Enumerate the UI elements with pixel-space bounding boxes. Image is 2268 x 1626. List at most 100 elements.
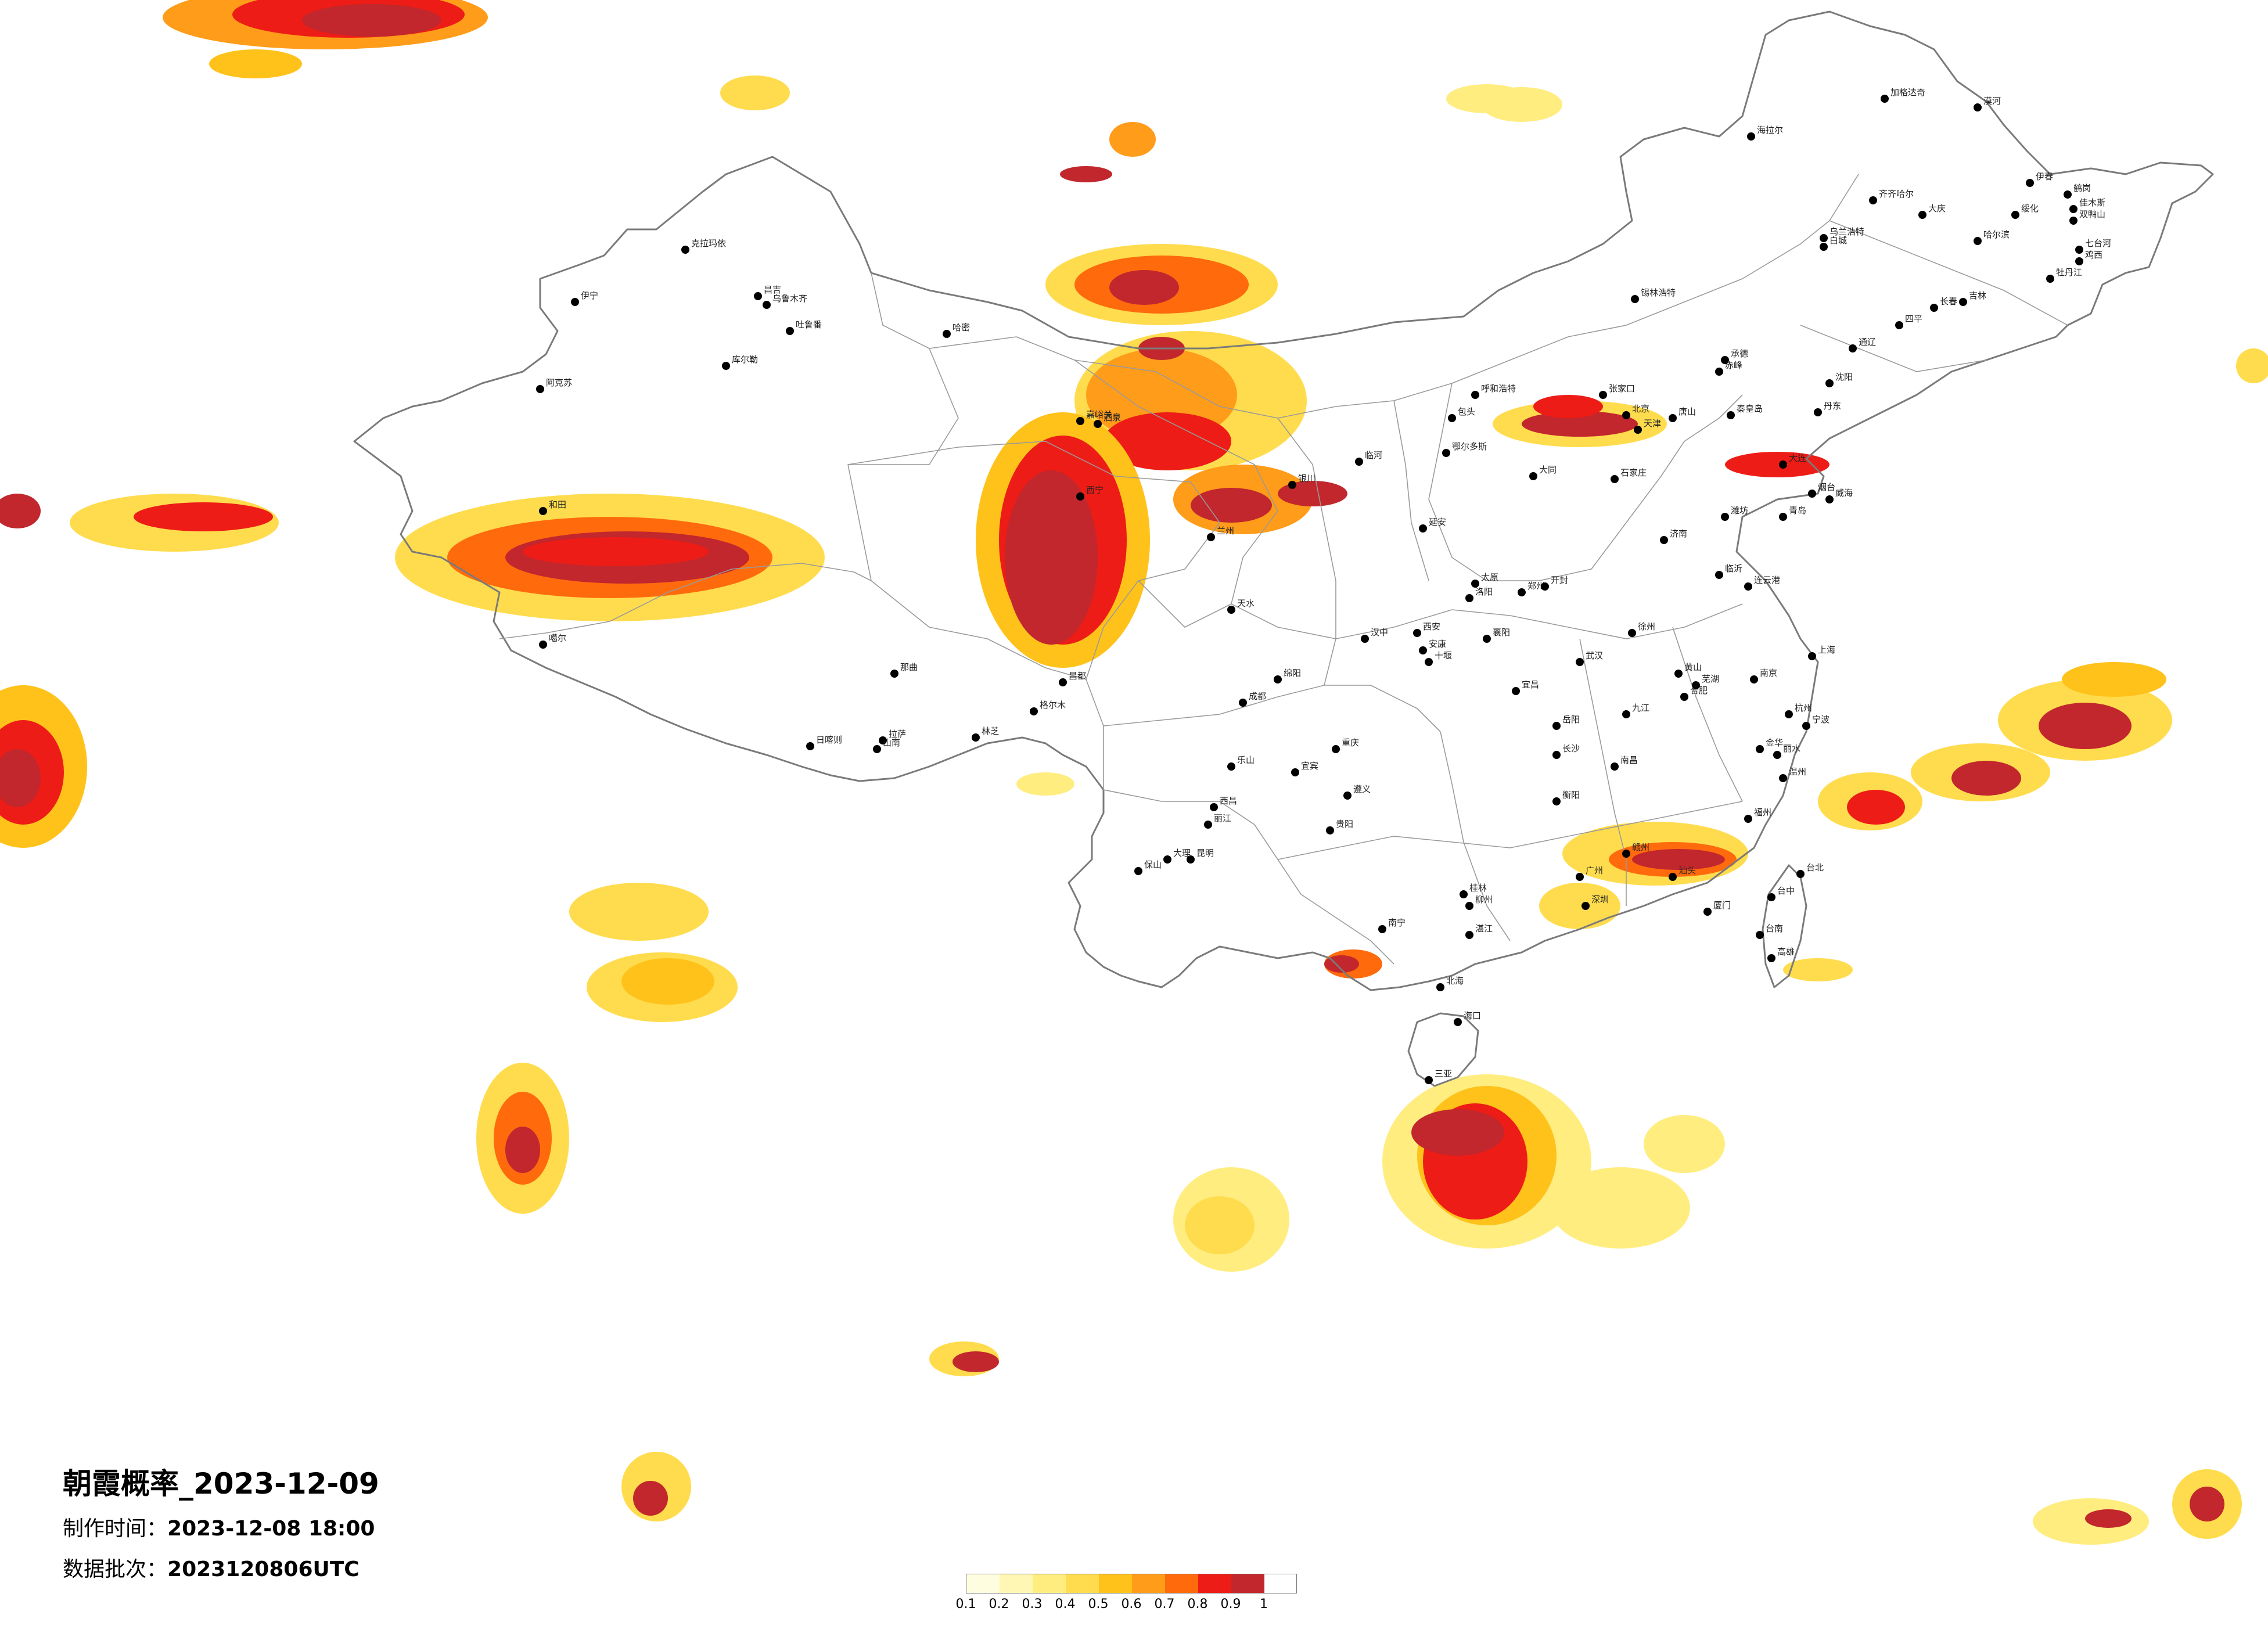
- city-marker: 西宁: [1076, 485, 1104, 501]
- city-marker: 潍坊: [1721, 505, 1748, 521]
- city-dot: [1820, 234, 1828, 242]
- city-dot: [1227, 762, 1235, 771]
- city-marker: 柳州: [1465, 894, 1493, 910]
- city-dot: [1541, 582, 1549, 591]
- city-marker: 西昌: [1210, 796, 1237, 811]
- city-marker: 桂林: [1460, 883, 1487, 898]
- city-dot: [1465, 902, 1473, 910]
- city-dot: [1361, 635, 1369, 643]
- city-dot: [1779, 513, 1787, 521]
- city-dot: [1576, 658, 1584, 666]
- city-dot: [1727, 411, 1735, 419]
- probability-patch: [1951, 761, 2021, 796]
- probability-patch: [505, 1127, 540, 1173]
- city-marker: 嘉峪关: [1076, 409, 1112, 425]
- city-marker: 丽水: [1773, 743, 1800, 759]
- probability-patch: [1104, 412, 1231, 470]
- city-dot: [1471, 391, 1479, 399]
- city-dot: [972, 733, 980, 742]
- city-dot: [1471, 580, 1479, 588]
- city-dot: [1518, 588, 1526, 596]
- city-marker: 威海: [1825, 488, 1853, 503]
- city-dot: [1820, 243, 1828, 251]
- city-label: 白城: [1830, 235, 1847, 246]
- city-label: 福州: [1754, 807, 1771, 818]
- city-label: 四平: [1905, 314, 1922, 324]
- city-dot: [1332, 745, 1340, 753]
- city-label: 成都: [1249, 691, 1266, 702]
- city-dot: [1448, 414, 1456, 422]
- legend-swatch: [1066, 1574, 1099, 1593]
- city-marker: 连云港: [1744, 575, 1780, 591]
- city-marker: 岳阳: [1552, 714, 1580, 730]
- city-label: 十堰: [1435, 650, 1452, 661]
- city-label: 金华: [1766, 738, 1783, 748]
- city-label: 温州: [1789, 767, 1806, 777]
- city-dot: [1378, 925, 1386, 933]
- city-marker: 承德: [1721, 348, 1748, 364]
- city-label: 秦皇岛: [1737, 404, 1763, 414]
- city-label: 遵义: [1353, 784, 1371, 794]
- city-label: 西宁: [1086, 485, 1104, 495]
- city-marker: 噶尔: [539, 633, 566, 649]
- city-label: 乌兰浩特: [1830, 226, 1864, 237]
- city-dot: [1207, 533, 1215, 541]
- city-marker: 长春: [1930, 296, 1957, 312]
- city-dot: [1779, 774, 1787, 782]
- city-dot: [1611, 475, 1619, 483]
- city-marker: 成都: [1239, 691, 1266, 707]
- city-dot: [722, 362, 730, 370]
- city-marker: 四平: [1895, 314, 1922, 329]
- city-dot: [1163, 855, 1171, 864]
- city-label: 徐州: [1638, 621, 1655, 632]
- probability-patch: [1005, 470, 1098, 645]
- city-label: 伊宁: [581, 290, 598, 301]
- city-marker: 海口: [1454, 1010, 1481, 1026]
- city-dot: [1355, 458, 1363, 466]
- city-dot: [1134, 867, 1142, 875]
- taiwan-border: [1762, 864, 1807, 988]
- city-label: 桂林: [1469, 883, 1487, 893]
- probability-patch: [1522, 411, 1638, 437]
- city-marker: 绥化: [2011, 203, 2039, 219]
- city-dot: [1779, 461, 1787, 469]
- heilongjiang-boundary: [1829, 220, 2068, 326]
- city-marker: 和田: [539, 499, 566, 515]
- jilin-liaoning-boundary: [1800, 325, 1987, 372]
- city-label: 连云港: [1754, 575, 1780, 585]
- city-label: 昌吉: [764, 285, 781, 295]
- city-dot: [1974, 237, 1982, 245]
- city-label: 阿克苏: [546, 377, 572, 388]
- city-label: 北海: [1446, 976, 1464, 986]
- city-label: 保山: [1144, 859, 1162, 870]
- city-dot: [1715, 368, 1723, 376]
- city-label: 青岛: [1789, 505, 1806, 516]
- city-marker: 银川: [1288, 473, 1315, 489]
- city-label: 临沂: [1725, 563, 1742, 574]
- city-label: 嘉峪关: [1086, 409, 1112, 420]
- probability-patch: [621, 958, 714, 1005]
- city-marker: 济南: [1660, 528, 1687, 544]
- city-marker: 大理: [1163, 848, 1191, 864]
- city-marker: 金华: [1756, 738, 1783, 753]
- probability-patch: [1185, 1196, 1255, 1254]
- city-marker: 赤峰: [1715, 360, 1742, 376]
- city-dot: [1808, 490, 1816, 498]
- city-marker: 深圳: [1582, 894, 1609, 910]
- data-batch-value: 2023120806UTC: [167, 1557, 360, 1581]
- city-marker: 张家口: [1599, 383, 1635, 399]
- city-marker: 汉中: [1361, 627, 1388, 643]
- city-dot: [571, 298, 579, 306]
- city-marker: 南宁: [1378, 918, 1406, 933]
- probability-patch: [1109, 270, 1179, 305]
- city-label: 临河: [1365, 450, 1382, 461]
- city-marker: 包头: [1448, 406, 1475, 422]
- city-dot: [2046, 275, 2054, 283]
- city-dot: [1669, 873, 1677, 881]
- city-label: 宜宾: [1301, 761, 1318, 771]
- city-label: 岳阳: [1562, 714, 1580, 725]
- china-national-border: [353, 10, 2214, 991]
- city-label: 鹤岗: [2073, 183, 2091, 193]
- city-marker: 兰州: [1207, 526, 1234, 541]
- city-dot: [1918, 211, 1926, 219]
